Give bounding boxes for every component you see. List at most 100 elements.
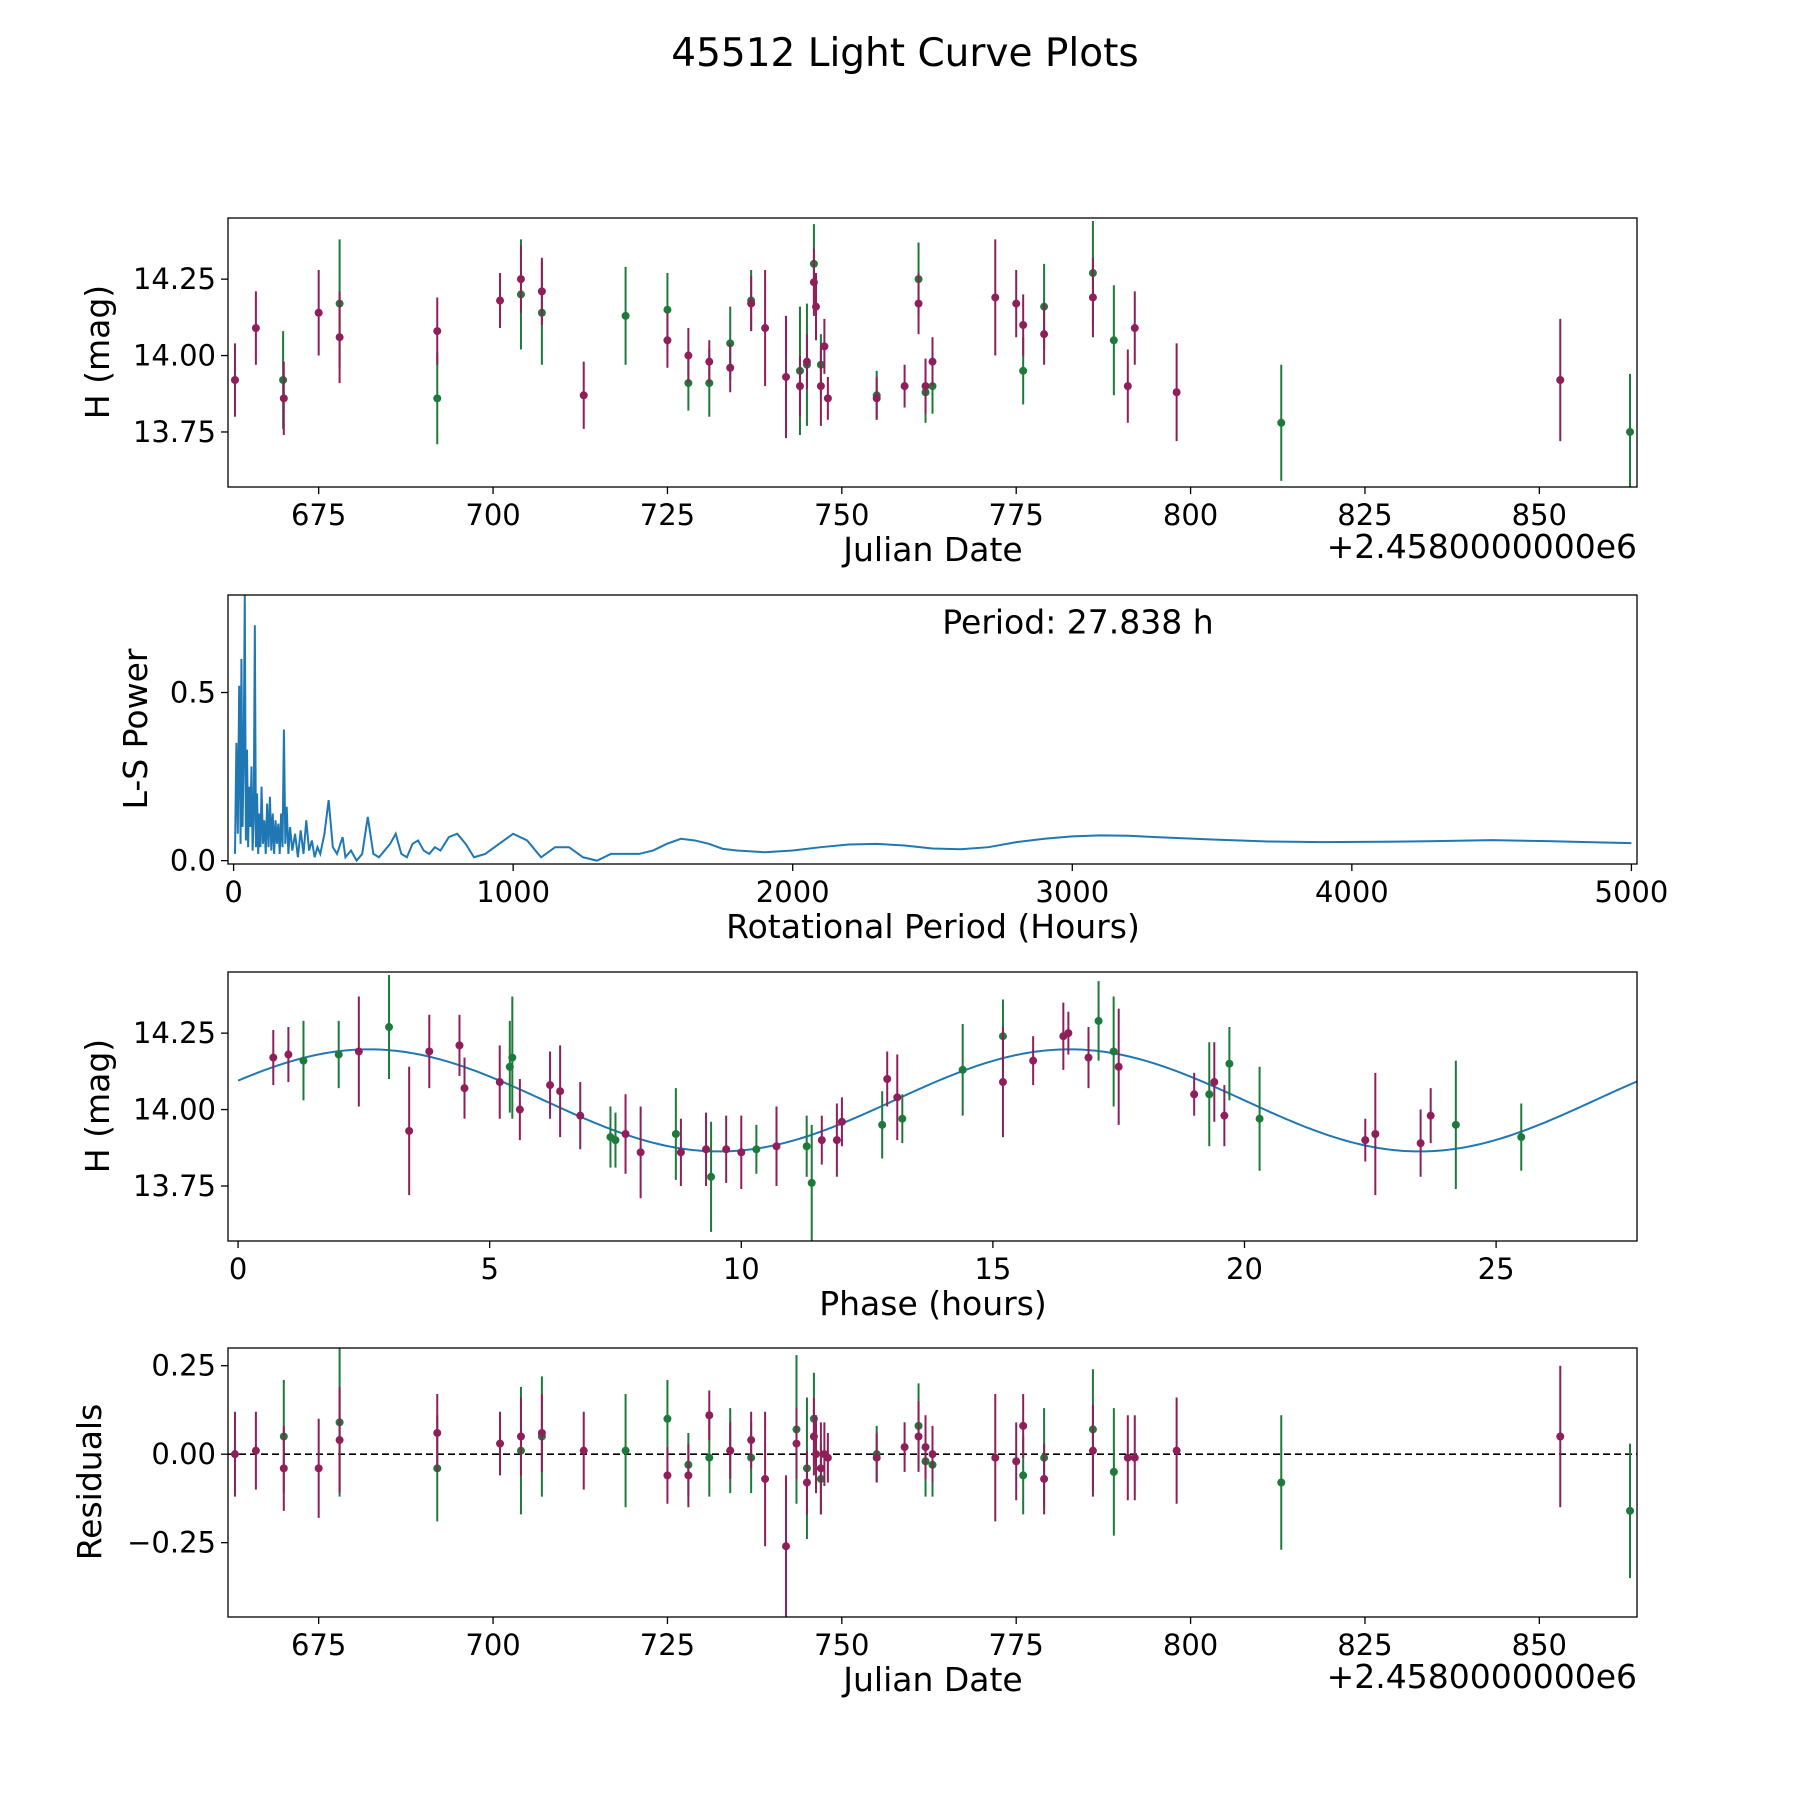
data-point bbox=[1416, 1139, 1425, 1148]
data-point bbox=[900, 382, 909, 391]
data-point bbox=[792, 1439, 801, 1448]
data-point bbox=[823, 1453, 832, 1462]
data-point bbox=[496, 296, 505, 305]
data-point bbox=[671, 1130, 680, 1139]
y-axis-label: H (mag) bbox=[78, 1039, 117, 1173]
data-point bbox=[807, 1178, 816, 1187]
y-axis-label: L-S Power bbox=[116, 648, 155, 809]
panel-frame bbox=[227, 594, 1638, 865]
data-point bbox=[914, 1432, 923, 1441]
data-point bbox=[251, 324, 260, 333]
data-point bbox=[921, 1443, 930, 1452]
data-point bbox=[335, 1436, 344, 1445]
x-tick-label: 700 bbox=[465, 1628, 520, 1662]
data-point bbox=[1123, 1453, 1132, 1462]
data-point bbox=[663, 336, 672, 345]
data-point bbox=[251, 1446, 260, 1455]
panel-frame bbox=[227, 971, 1638, 1242]
data-point bbox=[752, 1145, 761, 1154]
data-point bbox=[1130, 1453, 1139, 1462]
data-point bbox=[1123, 382, 1132, 391]
x-tick-label: 15 bbox=[974, 1252, 1011, 1286]
data-point bbox=[707, 1172, 716, 1181]
y-tick-label: 14.25 bbox=[133, 1016, 216, 1050]
x-tick-label: 675 bbox=[291, 498, 346, 532]
data-point bbox=[802, 1142, 811, 1151]
data-point bbox=[684, 351, 693, 360]
data-point bbox=[1040, 330, 1049, 339]
data-point bbox=[1088, 1446, 1097, 1455]
x-tick-label: 25 bbox=[1478, 1252, 1515, 1286]
data-point bbox=[737, 1148, 746, 1157]
data-point bbox=[508, 1053, 517, 1062]
x-tick-label: 825 bbox=[1337, 1628, 1392, 1662]
data-point bbox=[817, 1136, 826, 1145]
data-point bbox=[761, 1474, 770, 1483]
y-tick-label: 13.75 bbox=[133, 415, 216, 449]
data-point bbox=[284, 1050, 293, 1059]
y-tick-label: 0.25 bbox=[151, 1349, 216, 1383]
period-annotation: Period: 27.838 h bbox=[942, 603, 1213, 642]
x-axis-label: Julian Date bbox=[841, 1660, 1023, 1699]
data-point bbox=[812, 302, 821, 311]
data-point bbox=[425, 1047, 434, 1056]
data-point bbox=[621, 1130, 630, 1139]
data-point bbox=[460, 1084, 469, 1093]
data-point bbox=[998, 1078, 1007, 1087]
plot-area bbox=[228, 1348, 1637, 1617]
data-point bbox=[334, 1050, 343, 1059]
x-tick-label: 2000 bbox=[756, 875, 830, 909]
data-point bbox=[747, 1436, 756, 1445]
x-tick-label: 750 bbox=[814, 498, 869, 532]
y-tick-label: 13.75 bbox=[133, 1169, 216, 1203]
data-point bbox=[832, 1136, 841, 1145]
data-point bbox=[556, 1087, 565, 1096]
data-point bbox=[802, 1478, 811, 1487]
data-point bbox=[1130, 324, 1139, 333]
x-tick-label: 675 bbox=[291, 1628, 346, 1662]
x-tick-label: 5000 bbox=[1595, 875, 1669, 909]
x-offset-label: +2.4580000000e6 bbox=[1327, 527, 1637, 566]
data-point bbox=[1371, 1130, 1380, 1139]
data-point bbox=[1205, 1090, 1214, 1099]
data-point bbox=[726, 363, 735, 372]
data-point bbox=[579, 391, 588, 400]
data-point bbox=[761, 324, 770, 333]
data-point bbox=[795, 382, 804, 391]
data-point bbox=[335, 333, 344, 342]
data-point bbox=[1451, 1120, 1460, 1129]
data-point bbox=[576, 1111, 585, 1120]
data-point bbox=[663, 1414, 672, 1423]
data-point bbox=[1084, 1053, 1093, 1062]
data-point bbox=[676, 1148, 685, 1157]
data-point bbox=[705, 1453, 714, 1462]
x-tick-label: 775 bbox=[989, 1628, 1044, 1662]
y-axis-label: H (mag) bbox=[78, 285, 117, 419]
x-tick-label: 10 bbox=[723, 1252, 760, 1286]
data-point bbox=[611, 1136, 620, 1145]
data-point bbox=[405, 1126, 414, 1135]
x-axis-label: Rotational Period (Hours) bbox=[726, 907, 1140, 946]
x-tick-label: 5 bbox=[480, 1252, 498, 1286]
data-point bbox=[722, 1145, 731, 1154]
data-point bbox=[1109, 1467, 1118, 1476]
data-point bbox=[1225, 1059, 1234, 1068]
data-point bbox=[820, 342, 829, 351]
data-point bbox=[772, 1142, 781, 1151]
y-tick-label: 0.00 bbox=[151, 1437, 216, 1471]
data-point bbox=[230, 376, 239, 385]
y-tick-label: 0.5 bbox=[170, 676, 216, 710]
data-point bbox=[1064, 1029, 1073, 1038]
x-tick-label: 725 bbox=[640, 1628, 695, 1662]
data-point bbox=[1172, 388, 1181, 397]
data-point bbox=[385, 1023, 394, 1032]
data-point bbox=[1114, 1062, 1123, 1071]
data-point bbox=[1556, 376, 1565, 385]
panel-frame bbox=[227, 1347, 1638, 1618]
x-axis-label: Phase (hours) bbox=[819, 1284, 1047, 1323]
data-point bbox=[1109, 1047, 1118, 1056]
data-point bbox=[883, 1074, 892, 1083]
plot-area bbox=[233, 595, 1632, 863]
y-tick-label: 14.00 bbox=[133, 1093, 216, 1127]
